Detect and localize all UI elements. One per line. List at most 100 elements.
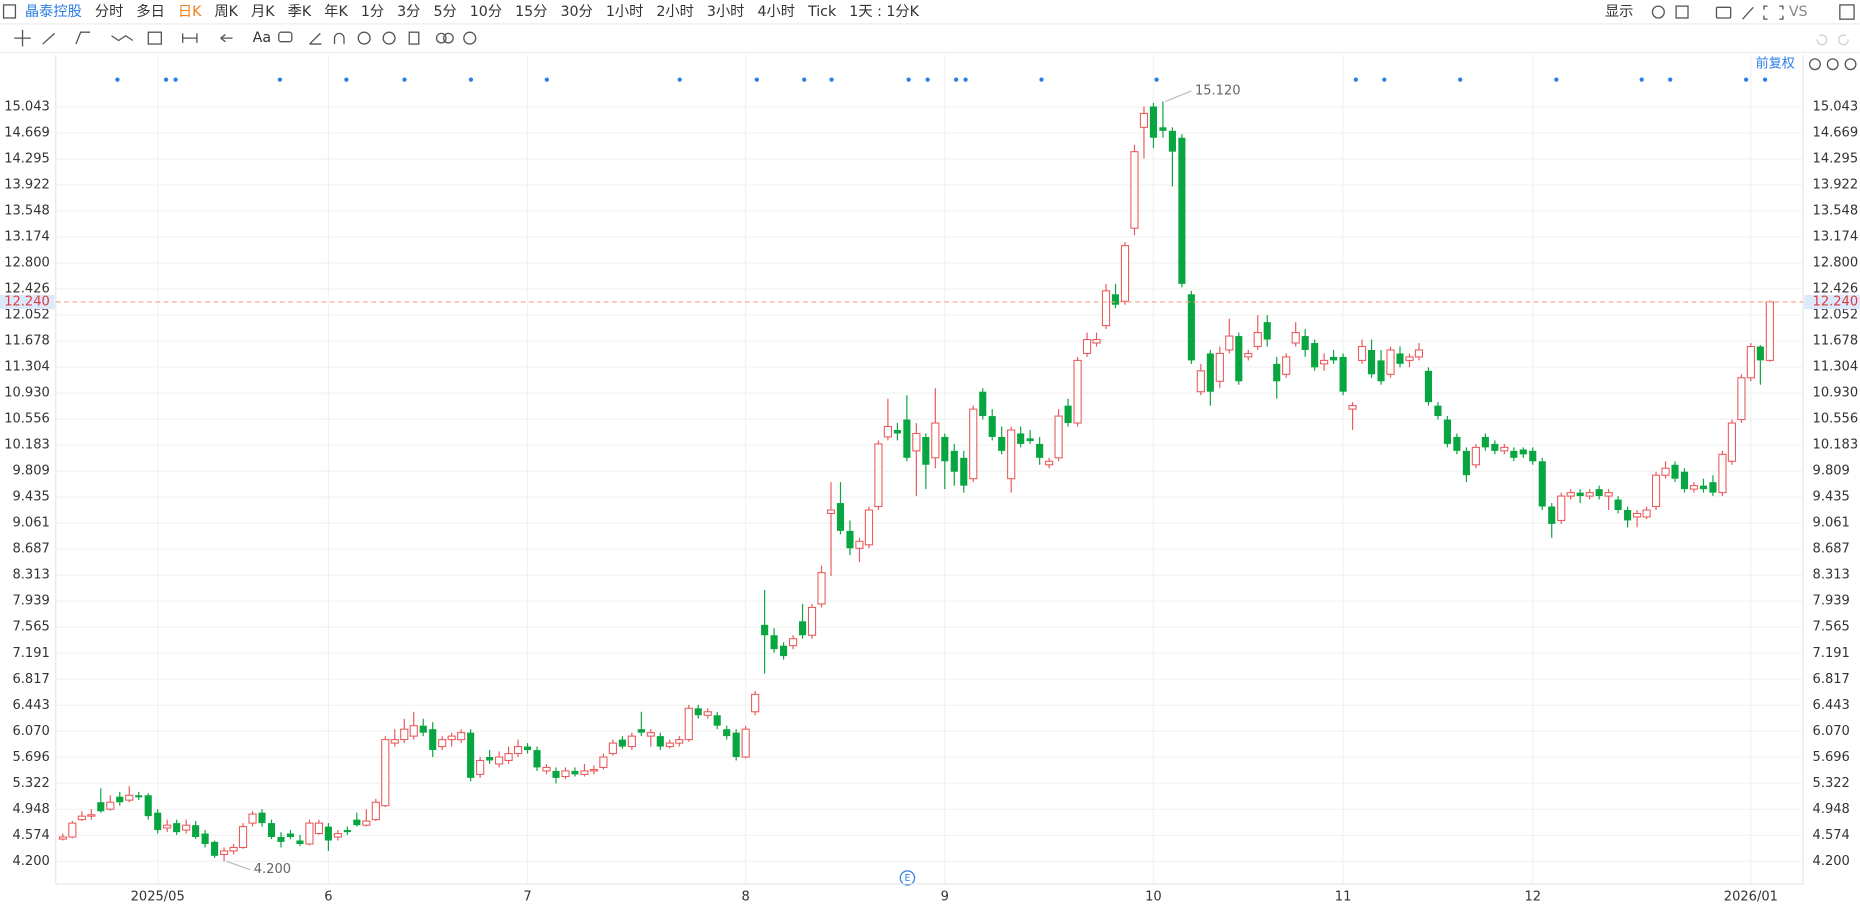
candle-body [1576,492,1584,497]
text-tool[interactable]: Aa [253,30,271,46]
candle-body [1453,436,1461,451]
candle-body [353,819,361,826]
period-tab[interactable]: 3分 [397,3,420,20]
candle-body [741,728,750,758]
zoom-out-button[interactable] [1826,58,1839,71]
reset-button[interactable] [1808,58,1821,71]
redo-button[interactable] [1838,34,1849,46]
candle-body [1054,415,1063,459]
period-tab[interactable]: 分时 [95,3,123,20]
period-tab[interactable]: 季K [288,3,312,20]
candle-body [1111,294,1120,305]
candle-body [1036,443,1044,458]
event-marker[interactable] [802,77,807,82]
event-marker[interactable] [1154,77,1159,82]
candle-body [1178,137,1186,284]
candle-body [1073,359,1082,424]
y-tick-label: 15.043 [4,99,50,114]
fullscreen-button[interactable] [1763,5,1784,20]
candle-body [238,826,248,848]
y-tick-label-right: 9.809 [1813,464,1850,479]
candle-body [1548,506,1556,524]
event-marker[interactable] [1353,77,1358,82]
period-tab[interactable]: 周K [214,4,238,20]
event-marker[interactable] [906,77,911,82]
period-tab[interactable]: 2小时 [656,3,693,20]
measure-tool[interactable] [182,33,198,43]
period-tab[interactable]: 月K [251,4,275,20]
draw-button[interactable] [1742,6,1754,20]
line-tool[interactable] [42,32,56,45]
event-marker[interactable] [1554,77,1559,82]
period-tab[interactable]: Tick [807,4,837,20]
event-marker[interactable] [1039,77,1044,82]
comment-tool[interactable] [278,31,293,43]
period-tab[interactable]: 3小时 [707,3,744,20]
event-marker[interactable] [963,77,968,82]
event-marker[interactable] [1668,77,1673,82]
event-marker[interactable] [829,77,834,82]
period-tab[interactable]: 30分 [560,3,592,20]
interval-selector[interactable]: 1天 : 1分K [849,3,919,20]
candle-body [77,815,86,821]
panel-button[interactable] [1839,4,1855,20]
settings-button[interactable] [1651,5,1665,19]
y-tick-label: 14.295 [4,151,50,166]
lock-tool[interactable] [382,31,396,45]
event-marker[interactable] [677,77,682,82]
event-marker[interactable] [925,77,930,82]
period-tab[interactable]: 10分 [470,3,502,20]
candle-body [542,766,551,772]
event-marker[interactable] [115,77,120,82]
event-marker[interactable] [163,77,169,82]
channel-tool[interactable] [75,31,91,45]
candle-body [182,824,191,831]
event-marker[interactable] [1382,77,1387,82]
symbol-name[interactable]: 晶泰控股 [25,3,82,20]
period-tab[interactable]: 5分 [433,3,456,20]
event-marker[interactable] [544,77,549,82]
compare-button[interactable]: VS [1789,4,1808,20]
period-tab[interactable]: 4小时 [757,3,794,20]
period-tab[interactable]: 1分 [361,3,384,20]
event-marker[interactable] [468,77,474,82]
eye-tool[interactable] [357,31,371,45]
adjustment-label[interactable]: 前复权 [1756,56,1795,72]
candle-body [1168,130,1176,152]
delete-tool[interactable] [408,31,420,45]
layout-button[interactable] [1675,5,1689,19]
overlay-tool[interactable] [442,32,454,44]
zoom-in-button[interactable] [1844,58,1857,71]
magnet-tool[interactable] [333,32,345,45]
period-tab[interactable]: 多日 [136,3,164,20]
settings-tool[interactable] [463,31,477,45]
candle-body [116,796,124,803]
move-tool[interactable] [14,29,31,47]
event-marker[interactable] [953,77,959,82]
screenshot-button[interactable] [1715,6,1732,19]
event-marker[interactable] [1639,77,1644,82]
angle-tool[interactable] [309,32,322,45]
candle-body [192,825,200,838]
arrow-tool[interactable] [220,34,233,43]
event-marker[interactable] [1743,77,1749,82]
event-badge[interactable] [899,870,916,886]
undo-button[interactable] [1816,34,1828,46]
event-marker[interactable] [754,77,759,82]
period-tab[interactable]: 15分 [515,3,547,20]
event-marker[interactable] [1458,77,1463,82]
period-tab[interactable]: 年K [324,3,348,20]
event-marker[interactable] [277,77,283,82]
period-tab[interactable]: 1小时 [606,3,643,20]
event-marker[interactable] [402,77,407,82]
display-menu[interactable]: 显示 [1605,4,1633,20]
event-marker[interactable] [173,77,178,82]
indicator-tool[interactable] [147,31,162,45]
candle-body [1357,345,1367,361]
sidebar-toggle[interactable] [2,4,17,19]
event-marker[interactable] [1762,77,1768,82]
wave-tool[interactable] [111,34,134,42]
period-tab[interactable]: 日K [178,4,202,20]
event-marker[interactable] [344,77,349,82]
overlay-tool[interactable] [435,32,447,44]
